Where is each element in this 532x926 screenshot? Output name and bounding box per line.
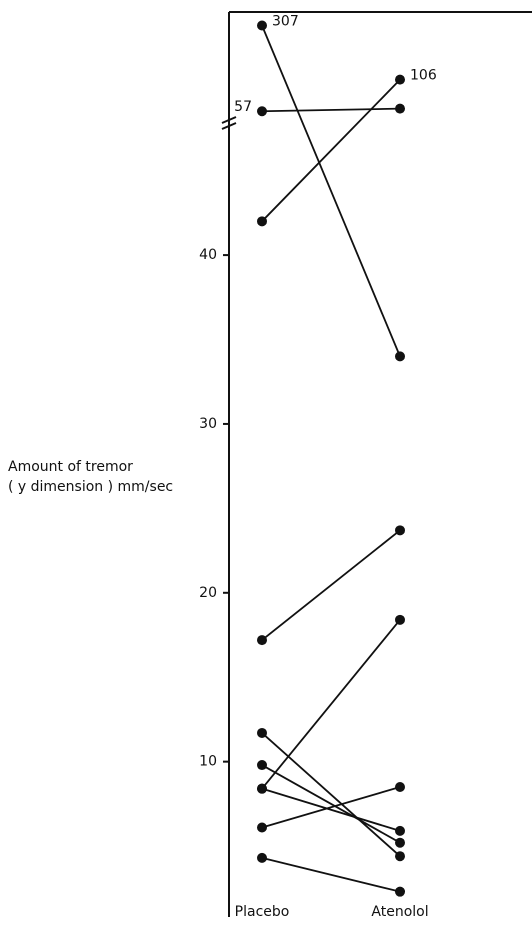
data-point [395,103,405,114]
data-point [257,635,267,646]
series-line [261,787,401,832]
data-point [257,852,267,863]
data-point [395,781,405,792]
series-line [261,107,401,113]
series-line [261,619,401,790]
series-line [261,529,401,641]
data-point [257,783,267,794]
data-point [395,837,405,848]
axis-break [221,116,237,124]
axis-break [221,122,237,130]
data-point [257,822,267,833]
series-line [261,786,401,829]
x-tick-label: Placebo [235,904,290,920]
data-point [257,20,267,31]
data-point [395,74,405,85]
y-tick-label: 30 [199,416,217,432]
data-point [257,216,267,227]
y-axis-label: ( y dimension ) mm/sec [8,479,173,495]
data-label: 57 [234,99,252,115]
series-line [261,732,401,857]
x-tick-label: Atenolol [371,904,428,920]
data-point [395,886,405,897]
series-line [261,25,401,357]
data-label: 106 [410,68,437,84]
y-axis-label: Amount of tremor [8,459,133,475]
data-point [395,525,405,536]
data-point [395,851,405,862]
data-point [257,760,267,771]
data-point [257,727,267,738]
series-line [261,79,401,222]
data-point [395,614,405,625]
y-tick-label: 40 [199,247,217,263]
series-line [261,857,401,893]
series-line [261,764,401,844]
y-tick-label: 20 [199,585,217,601]
y-tick-label: 10 [199,754,217,770]
data-point [395,825,405,836]
data-point [395,351,405,362]
data-point [257,106,267,117]
data-label: 307 [272,13,299,29]
